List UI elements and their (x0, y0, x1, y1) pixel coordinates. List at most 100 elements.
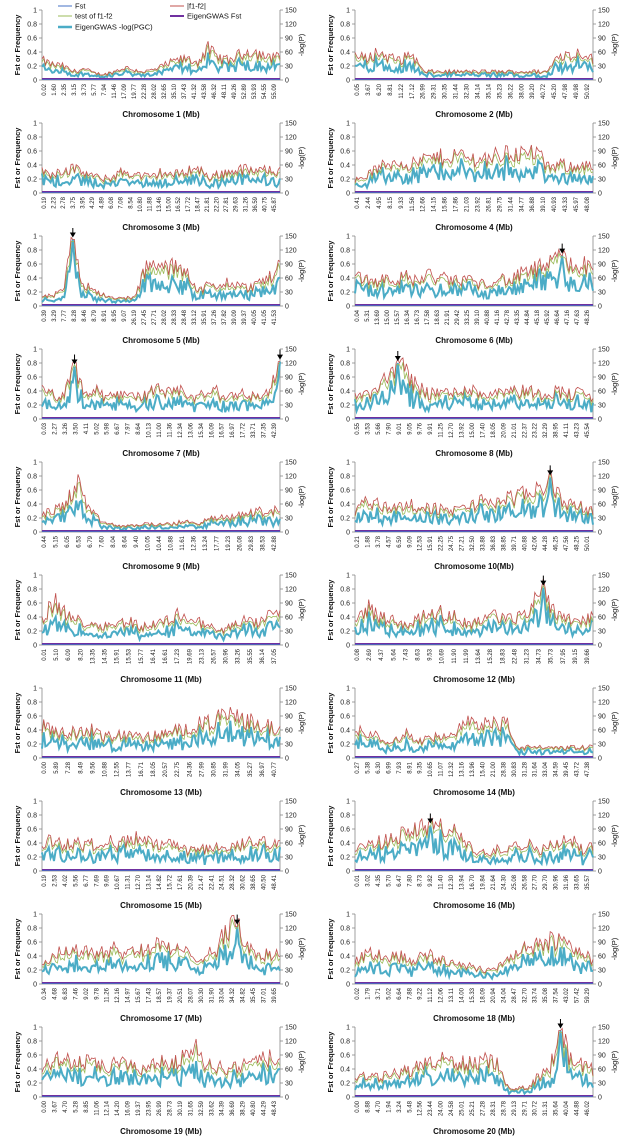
x-tick-label: 30.83 (512, 761, 518, 777)
series-test-f1-f2 (41, 1044, 281, 1080)
y-tick-label-left: 0.4 (27, 841, 37, 848)
x-tick-label: 14.97 (126, 987, 132, 1003)
x-tick-label: 47.56 (564, 535, 570, 551)
y-tick-label-left: 1 (33, 799, 37, 806)
x-tick-label: 34.59 (554, 761, 560, 777)
y-tick-label-right: 0 (285, 1095, 289, 1102)
x-tick-label: 54.55 (262, 83, 268, 99)
x-tick-label: 4.68 (52, 987, 58, 999)
x-tick-label: 3.02 (365, 874, 371, 886)
left-axis-title: Fst or Frequency (13, 918, 22, 980)
x-tick-label: 43.58 (202, 83, 208, 99)
x-tick-label: 9.53 (428, 648, 434, 660)
series-eigengwas-logp (41, 170, 281, 191)
chromosome-panel: 0 0.2 0.4 0.6 0.8 1 0 30 60 90 120 150 Fst or Freque… (326, 1019, 619, 1136)
x-tick-label: 8.64 (123, 535, 129, 547)
x-tick-label: 41.53 (272, 309, 278, 325)
y-tick-label-right: 120 (285, 361, 297, 368)
x-tick-label: 0.19 (42, 196, 48, 208)
x-tick-label: 28.32 (230, 874, 236, 890)
y-tick-label-left: 0.2 (340, 516, 350, 523)
y-tick-label-left: 0.2 (340, 968, 350, 975)
x-tick-label: 37.05 (272, 648, 278, 664)
x-tick-label: 3.67 (366, 83, 372, 95)
x-tick-label: 22.20 (215, 196, 221, 212)
chromosome-panel: 0 0.2 0.4 0.6 0.8 1 0 30 60 90 120 150 Fst or Freque… (13, 573, 306, 685)
y-tick-label-right: 90 (285, 1053, 293, 1060)
x-tick-label: 28.31 (491, 1100, 497, 1116)
y-tick-label-right: 30 (598, 629, 606, 636)
y-tick-label-left: 0.8 (27, 248, 37, 255)
x-tick-label: 36.69 (230, 1100, 236, 1116)
x-tick-label: 25.01 (460, 1100, 466, 1116)
x-tick-label: 31.28 (522, 761, 528, 777)
series-eigengwas-logp (354, 726, 594, 757)
series-test-f1-f2 (41, 165, 281, 185)
y-tick-label-left: 0.2 (27, 177, 37, 184)
x-tick-label: 39.66 (585, 648, 591, 664)
y-tick-label-right: 150 (285, 460, 297, 467)
chromosome-panel: 0 0.2 0.4 0.6 0.8 1 0 30 60 90 120 150 Fst or Freque… (13, 686, 306, 798)
x-tick-label: 28.38 (501, 761, 507, 777)
series-test-f1-f2 (354, 362, 594, 407)
y-tick-label-right: 60 (598, 728, 606, 735)
y-tick-label-left: 1 (33, 347, 37, 354)
x-tick-label: 24.51 (220, 874, 226, 890)
series-test-f1-f2 (354, 252, 594, 292)
x-tick-label: 13.69 (375, 309, 381, 325)
x-tick-label: 46.25 (554, 535, 560, 551)
x-tick-label: 0.44 (42, 535, 48, 547)
y-tick-label-left: 0.4 (340, 615, 350, 622)
y-tick-label-left: 0.2 (340, 64, 350, 71)
y-tick-label-left: 0.6 (27, 601, 37, 608)
x-tick-label: 11.31 (126, 874, 132, 889)
y-tick-label-right: 30 (285, 629, 293, 636)
x-tick-label: 25.08 (512, 874, 518, 890)
x-tick-label: 38.85 (501, 535, 507, 551)
y-tick-label-right: 30 (285, 516, 293, 523)
left-axis-title: Fst or Frequency (326, 14, 335, 76)
x-tick-label: 4.70 (63, 1100, 69, 1112)
left-axis-title: Fst or Frequency (13, 466, 22, 528)
x-tick-label: 5.98 (105, 422, 111, 434)
left-axis-title: Fst or Frequency (326, 692, 335, 754)
y-tick-label-right: 90 (285, 714, 293, 721)
x-tick-label: 23.44 (428, 1100, 434, 1116)
x-tick-label: 15.00 (470, 422, 476, 438)
y-tick-label-right: 60 (598, 1067, 606, 1074)
x-tick-label: 0.21 (355, 535, 361, 547)
y-tick-label-right: 0 (598, 304, 602, 311)
y-tick-label-right: 0 (285, 869, 289, 876)
x-tick-label: 5.66 (376, 422, 382, 434)
series-test-f1-f2 (41, 836, 281, 859)
x-tick-label: 9.56 (90, 761, 96, 773)
left-axis-title: Fst or Frequency (13, 127, 22, 189)
x-tick-label: 9.05 (407, 422, 413, 434)
x-tick-label: 10.13 (147, 422, 153, 438)
y-tick-label-right: 90 (598, 1053, 606, 1060)
right-axis-title: -log(P) (297, 33, 306, 56)
x-tick-label: 28.47 (512, 987, 518, 1003)
series-eigengwas-logp (41, 52, 281, 80)
x-tick-label: 15.00 (167, 196, 173, 212)
chromosome-title: Chromosome 17 (Mb) (120, 1014, 202, 1023)
x-tick-label: 32.29 (543, 422, 549, 438)
y-tick-label-right: 90 (598, 375, 606, 382)
x-tick-label: 15.57 (395, 309, 401, 325)
chromosome-title: Chromosome 20 (Mb) (433, 1127, 515, 1136)
x-tick-label: 18.83 (500, 648, 506, 664)
x-tick-label: 16.09 (126, 1100, 132, 1116)
y-tick-label-left: 1 (33, 1025, 37, 1032)
x-tick-label: 29.83 (249, 535, 255, 551)
x-tick-label: 49.26 (232, 83, 238, 99)
x-tick-label: 3.78 (376, 535, 382, 547)
y-tick-label-left: 0.6 (340, 714, 350, 721)
peak-arrow-head (71, 359, 78, 365)
y-tick-label-left: 0.6 (27, 940, 37, 947)
x-tick-label: 0.01 (42, 648, 48, 660)
y-tick-label-left: 1 (346, 573, 350, 580)
y-tick-label-left: 0.6 (27, 149, 37, 156)
x-tick-label: 31.64 (533, 761, 539, 777)
y-tick-label-left: 0.4 (340, 1067, 350, 1074)
x-tick-label: 12.70 (449, 422, 455, 438)
